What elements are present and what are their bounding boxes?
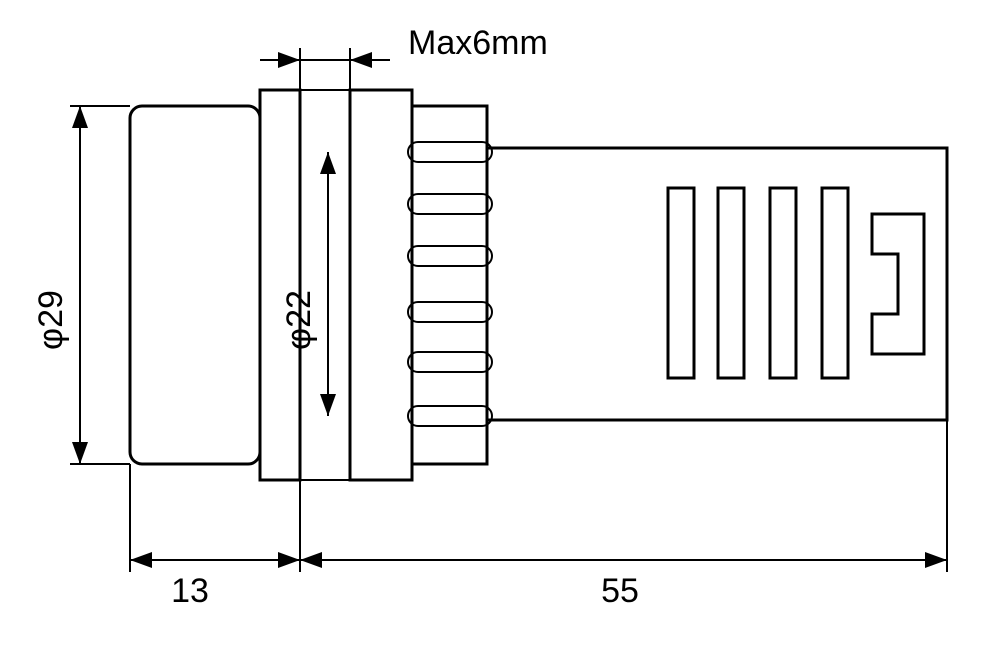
dim-13-label: 13	[171, 572, 209, 610]
dim-phi29: φ29	[32, 106, 130, 464]
flange-2	[350, 90, 412, 480]
dim-phi29-label: φ29	[32, 290, 70, 350]
dim-phi22-label: φ22	[280, 290, 318, 350]
dim-55-label: 55	[601, 572, 639, 610]
flange-1	[260, 90, 300, 480]
dim-13: 13	[130, 464, 300, 610]
nut-body	[412, 106, 487, 464]
bezel	[130, 106, 260, 464]
dim-max6-label: Max6mm	[408, 24, 548, 62]
technical-drawing: φ29 φ22 Max6mm 13 55	[0, 0, 1000, 668]
dim-max6: Max6mm	[260, 24, 548, 90]
